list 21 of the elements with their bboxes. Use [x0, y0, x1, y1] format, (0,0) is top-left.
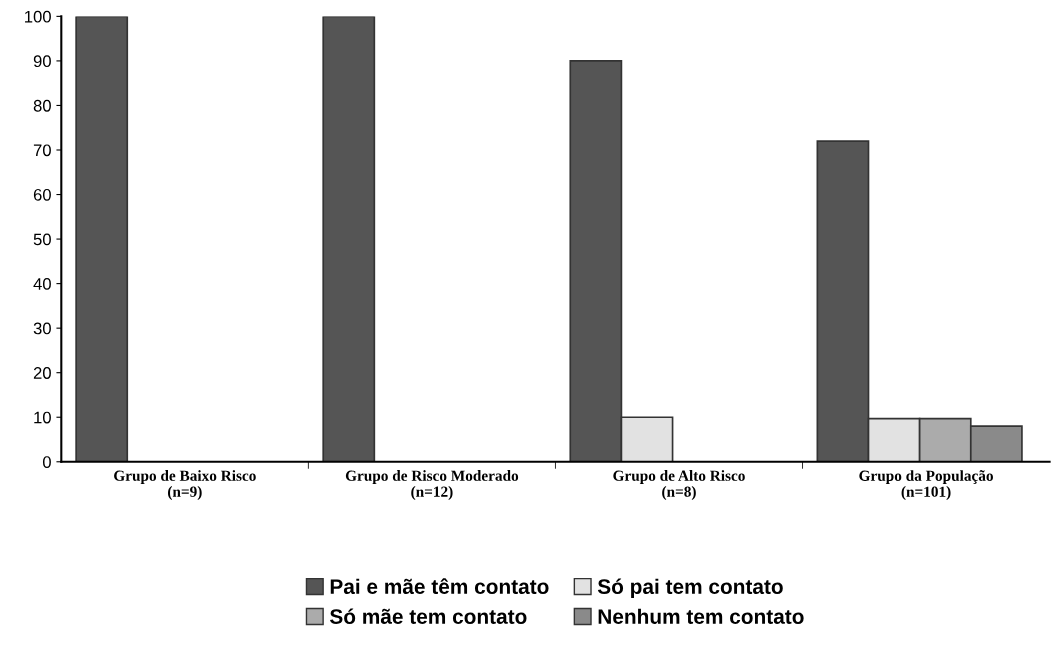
x-tick-label: Grupo de Risco Moderado (n=12)	[345, 470, 519, 500]
y-tick-label: 60	[33, 188, 51, 201]
y-tick-label: 100	[25, 10, 51, 23]
x-tick-label: Grupo de Alto Risco (n=8)	[613, 470, 745, 500]
y-tick-label: 90	[33, 55, 51, 68]
y-tick-label: 20	[33, 367, 51, 379]
y-tick-label: 30	[33, 322, 51, 335]
y-tick-label: 40	[33, 278, 51, 290]
y-tick-label: 0	[42, 456, 51, 468]
y-tick-label: 10	[34, 411, 51, 424]
legend-label: Só mãe tem contato	[329, 608, 527, 624]
x-tick-label: Grupo de Baixo Risco (n=9)	[114, 470, 256, 500]
y-tick-label: 70	[33, 144, 51, 157]
y-tick-label: 80	[33, 99, 51, 112]
y-tick-label: 50	[33, 233, 51, 246]
legend-label: Só pai tem contato	[597, 578, 783, 599]
bar	[322, 16, 376, 462]
x-tick-label: Grupo da População (n=101)	[859, 470, 993, 500]
legend-label: Pai e mãe têm contato	[330, 578, 549, 594]
bar	[75, 16, 129, 462]
legend-label: Nenhum tem contato	[598, 608, 804, 624]
